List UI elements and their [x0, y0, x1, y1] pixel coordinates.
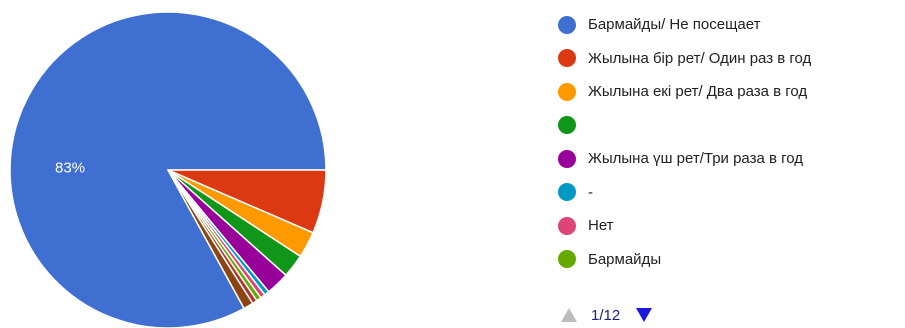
pager-next-icon[interactable] [636, 308, 653, 322]
legend-item[interactable]: Бармайды/ Не посещает [558, 8, 811, 42]
legend-pager: 1/12 [561, 305, 653, 325]
legend-item[interactable]: Жылына үш рет/Три раза в год [558, 142, 811, 176]
legend-label: Жылына бір рет/ Один раз в год [588, 49, 812, 67]
pager-prev-icon [561, 308, 577, 322]
legend-swatch [558, 15, 576, 34]
legend-swatch [558, 183, 576, 202]
legend-item[interactable]: Жылына екі рет/ Два раза в год [558, 75, 811, 109]
legend-item[interactable]: Нет [558, 209, 811, 243]
legend-label: Жылына үш рет/Три раза в год [588, 150, 804, 168]
pie-slice[interactable] [167, 169, 254, 310]
legend-swatch [558, 149, 576, 168]
pager-page-indicator: 1/12 [591, 306, 621, 324]
legend-label: Бармайды/ Не посещает [588, 16, 761, 34]
legend-swatch [558, 116, 576, 135]
legend-swatch [558, 82, 576, 101]
legend-label: Жылына екі рет/ Два раза в год [588, 83, 808, 101]
legend-label: Бармайды [588, 250, 662, 268]
legend-item[interactable]: Бармайды [558, 243, 811, 277]
legend-swatch [558, 216, 576, 235]
legend-item[interactable]: - [558, 176, 811, 210]
legend-item[interactable] [558, 109, 811, 143]
chart-legend: Бармайды/ Не посещает Жылына бір рет/ Од… [558, 8, 811, 276]
legend-swatch [558, 49, 576, 68]
legend-label: Нет [588, 217, 614, 235]
legend-item[interactable]: Жылына бір рет/ Один раз в год [558, 42, 811, 76]
legend-swatch [558, 250, 576, 269]
legend-label: - [588, 183, 593, 201]
slice-data-label: 83% [55, 160, 85, 177]
